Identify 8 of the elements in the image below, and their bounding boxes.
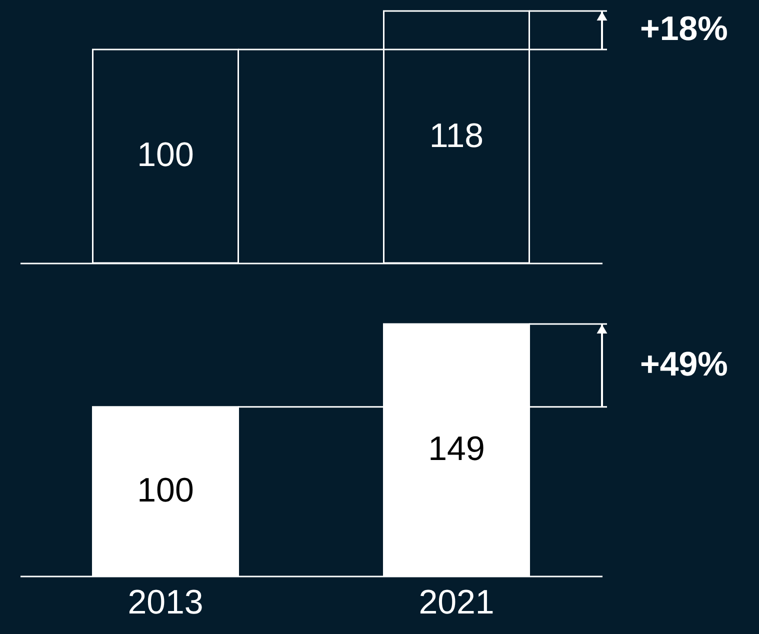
text: +18% bbox=[640, 10, 728, 48]
x-tick-label: 2021 bbox=[418, 584, 494, 622]
data-label: 118 bbox=[429, 117, 484, 155]
text: +49% bbox=[640, 345, 728, 384]
x-tick-label: 2013 bbox=[128, 584, 204, 622]
data-label: 100 bbox=[137, 136, 194, 174]
data-label: 100 bbox=[137, 471, 194, 510]
data-label: 149 bbox=[428, 430, 485, 468]
